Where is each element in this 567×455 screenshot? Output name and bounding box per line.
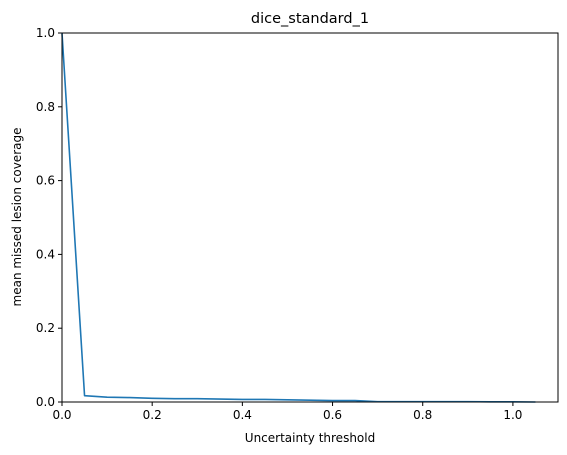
- y-tick-label: 1.0: [36, 26, 55, 40]
- y-tick-label: 0.2: [36, 321, 55, 335]
- x-tick-label: 0.6: [323, 408, 342, 422]
- y-axis: 0.0 0.2 0.4 0.6 0.8 1.0: [36, 26, 62, 409]
- chart-title: dice_standard_1: [251, 11, 369, 27]
- x-tick-label: 0.2: [143, 408, 162, 422]
- y-axis-label: mean missed lesion coverage: [10, 128, 24, 307]
- y-tick-label: 0.0: [36, 395, 55, 409]
- x-axis-label: Uncertainty threshold: [245, 431, 375, 445]
- y-tick-label: 0.4: [36, 247, 55, 261]
- y-tick-label: 0.8: [36, 100, 55, 114]
- x-tick-label: 0.8: [413, 408, 432, 422]
- x-tick-label: 1.0: [503, 408, 522, 422]
- x-tick-label: 0.0: [52, 408, 71, 422]
- x-tick-label: 0.4: [233, 408, 252, 422]
- axes-frame: [61, 32, 559, 403]
- x-axis: 0.0 0.2 0.4 0.6 0.8 1.0: [52, 402, 522, 422]
- y-tick-label: 0.6: [36, 174, 55, 188]
